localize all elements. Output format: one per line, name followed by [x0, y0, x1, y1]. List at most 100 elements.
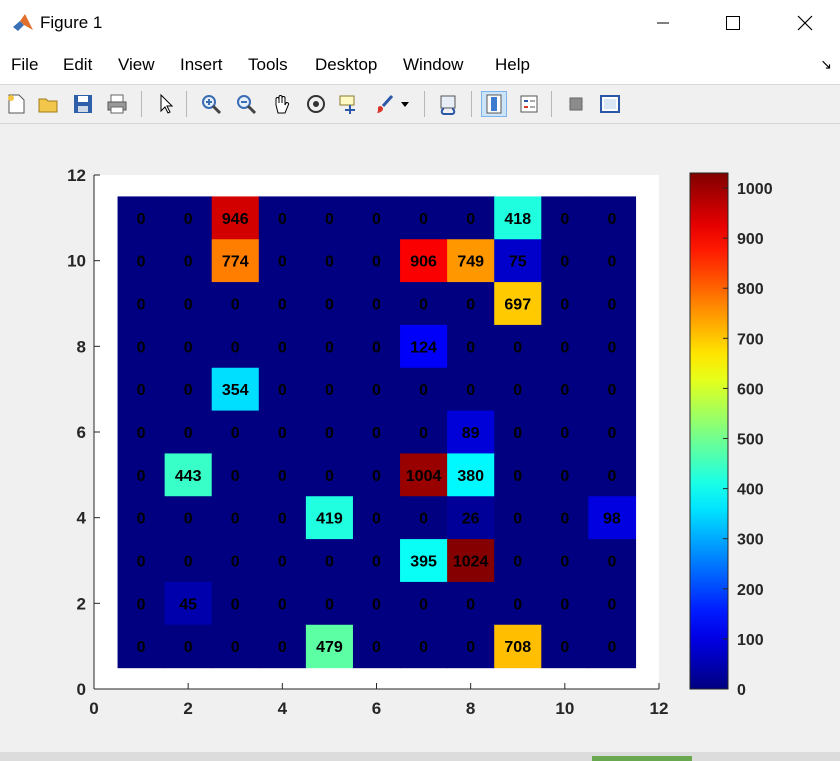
cell-value-label: 0: [184, 211, 193, 228]
link-plot-button[interactable]: [436, 91, 462, 117]
brush-button[interactable]: [372, 91, 398, 117]
heatmap-cell: [258, 282, 307, 326]
heatmap-cell: [164, 196, 213, 240]
heatmap-cell: [352, 324, 401, 369]
heatmap-cell: [400, 496, 448, 540]
heatmap-cell: [211, 196, 260, 240]
cell-value-label: 0: [184, 297, 193, 314]
heatmap-cell: [305, 410, 354, 455]
cell-value-label: 0: [184, 425, 193, 442]
menu-edit[interactable]: Edit: [63, 55, 93, 74]
menu-tools[interactable]: Tools: [248, 55, 288, 74]
cell-value-label: 0: [372, 639, 381, 656]
hide-plot-tools-button[interactable]: [563, 91, 589, 117]
print-button[interactable]: [104, 91, 130, 117]
brush-dropdown-icon: [401, 102, 409, 107]
cell-value-label: 0: [513, 468, 522, 485]
menu-file[interactable]: File: [11, 55, 39, 74]
cell-value-label: 443: [175, 468, 202, 485]
heatmap-cell: [447, 367, 495, 412]
heatmap-cell: [541, 196, 589, 240]
taskbar-highlight: [592, 756, 692, 761]
heatmap-cell: [447, 282, 495, 326]
cell-value-label: 0: [607, 468, 616, 485]
heatmap-cell: [541, 239, 589, 283]
y-tick-label: 6: [77, 423, 86, 442]
maximize-button[interactable]: [710, 0, 756, 46]
zoom-in-button[interactable]: [198, 91, 224, 117]
new-figure-button[interactable]: [3, 91, 29, 117]
menu-desktop[interactable]: Desktop: [315, 55, 378, 74]
open-file-button[interactable]: [35, 91, 61, 117]
cell-value-label: 0: [419, 596, 428, 613]
heatmap-cell: [352, 367, 401, 412]
close-button[interactable]: [782, 0, 828, 46]
y-tick-label: 0: [77, 680, 86, 699]
cell-value-label: 774: [222, 254, 249, 271]
legend-button[interactable]: [516, 91, 542, 117]
heatmap-cell: [352, 539, 401, 583]
heatmap-cell: [305, 453, 354, 497]
cell-value-label: 0: [419, 511, 428, 528]
save-icon: [74, 95, 92, 113]
menu-window[interactable]: Window: [403, 55, 464, 74]
colorbar-tick-label: 500: [737, 432, 764, 449]
heatmap-cell: [352, 624, 401, 669]
cell-value-label: 0: [419, 211, 428, 228]
heatmap-cell: [447, 624, 495, 669]
cell-value-label: 479: [316, 639, 343, 656]
heatmap-cell: [494, 496, 542, 540]
cell-value-label: 0: [560, 339, 569, 356]
save-button[interactable]: [70, 91, 96, 117]
minimize-button[interactable]: [640, 0, 686, 46]
data-cursor-button[interactable]: [336, 91, 362, 117]
heatmap-cell: [117, 453, 166, 497]
dock-figure-icon[interactable]: ↘: [820, 56, 832, 72]
heatmap-cell: [400, 196, 448, 240]
y-tick-label: 2: [77, 594, 86, 613]
colorbar-button[interactable]: [481, 91, 507, 117]
pan-button[interactable]: [268, 91, 294, 117]
open-file-icon: [38, 98, 58, 113]
heatmap-cell: [164, 239, 213, 283]
heatmap-cell: [541, 324, 589, 369]
heatmap-cell: [494, 624, 542, 669]
menu-insert[interactable]: Insert: [180, 55, 223, 74]
cell-value-label: 0: [466, 639, 475, 656]
show-plot-tools-icon: [600, 95, 620, 113]
cell-value-label: 0: [607, 297, 616, 314]
rotate-3d-button[interactable]: [303, 91, 329, 117]
heatmap-cell: [541, 410, 589, 455]
menu-help[interactable]: Help: [495, 55, 530, 74]
toolbar-separator: [424, 91, 425, 117]
rotate-3d-icon: [307, 95, 325, 113]
new-figure-icon: [8, 94, 25, 114]
heatmap-cell: [588, 581, 637, 626]
heatmap-cell: [494, 324, 542, 369]
cell-value-label: 0: [560, 254, 569, 271]
cell-value-label: 0: [419, 639, 428, 656]
menu-view[interactable]: View: [118, 55, 155, 74]
cell-value-label: 0: [325, 339, 334, 356]
cell-value-label: 0: [607, 596, 616, 613]
matlab-logo-icon: [12, 12, 34, 34]
cell-value-label: 0: [278, 511, 287, 528]
heatmap-cell: [400, 324, 448, 369]
toolbar-separator: [471, 91, 472, 117]
heatmap-cell: [117, 196, 166, 240]
pointer-button[interactable]: [153, 91, 179, 117]
heatmap-cell: [447, 581, 495, 626]
heatmap-cell: [588, 196, 637, 240]
heatmap-cell: [494, 453, 542, 497]
cell-value-label: 0: [184, 511, 193, 528]
zoom-out-button[interactable]: [233, 91, 259, 117]
colorbar-tick-label: 600: [737, 381, 764, 398]
colorbar-tick-label: 200: [737, 582, 764, 599]
cell-value-label: 0: [513, 596, 522, 613]
show-plot-tools-button[interactable]: [597, 91, 623, 117]
brush-dropdown-button[interactable]: [398, 91, 412, 117]
cell-value-label: 419: [316, 511, 343, 528]
cell-value-label: 0: [325, 554, 334, 571]
cell-value-label: 0: [372, 596, 381, 613]
cell-value-label: 0: [137, 596, 146, 613]
